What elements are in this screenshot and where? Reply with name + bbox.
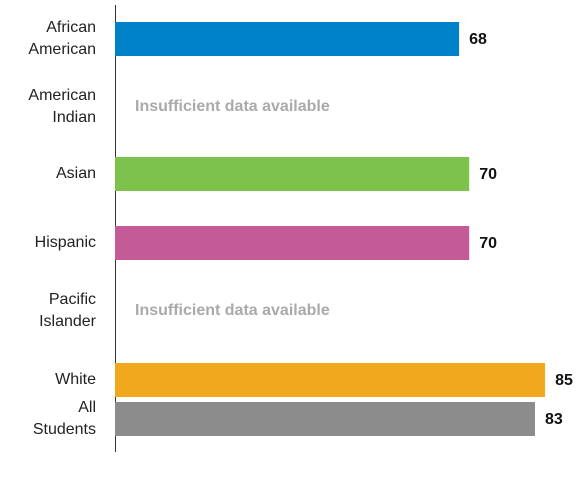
category-label-line: Hispanic <box>35 234 96 251</box>
category-label: American Indian <box>28 87 96 126</box>
bar <box>115 226 470 260</box>
category-label-line: American <box>28 87 96 104</box>
category-label-line: Students <box>33 421 96 438</box>
category-label-line: American <box>28 41 96 58</box>
value-label: 83 <box>545 411 563 428</box>
category-label-line: African <box>46 19 96 36</box>
value-label: 68 <box>469 31 487 48</box>
category-label: African American <box>28 19 96 58</box>
category-label-line: White <box>55 371 96 388</box>
category-label: Asian <box>56 165 96 182</box>
category-label: All Students <box>33 399 96 438</box>
bar <box>115 22 460 56</box>
bar <box>115 363 546 397</box>
category-label-line: Indian <box>52 109 96 126</box>
missing-label: Insufficient data available <box>135 302 330 319</box>
bar <box>115 402 535 436</box>
category-label-line: Islander <box>39 313 97 330</box>
category-label: Pacific Islander <box>39 291 97 330</box>
missing-label: Insufficient data available <box>135 98 330 115</box>
category-label-line: All <box>78 399 96 416</box>
value-label: 70 <box>479 166 497 183</box>
category-label-line: Pacific <box>49 291 96 308</box>
category-label-line: Asian <box>56 165 96 182</box>
bar <box>115 157 470 191</box>
category-label: White <box>55 371 96 388</box>
value-label: 70 <box>479 235 497 252</box>
category-label: Hispanic <box>35 234 96 251</box>
value-label: 85 <box>555 372 573 389</box>
